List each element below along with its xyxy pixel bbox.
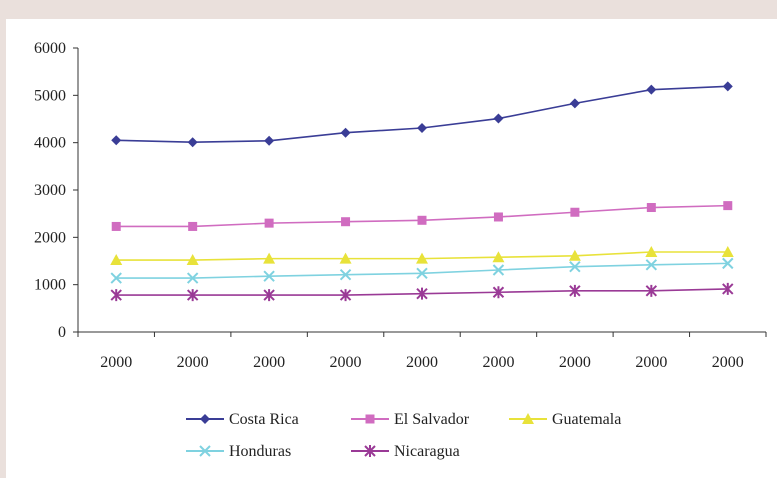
legend-item-costa-rica: Costa Rica — [186, 411, 299, 428]
data-point-nicaragua — [186, 289, 199, 302]
series-line-honduras — [116, 262, 728, 279]
x-tick-label: 2000 — [559, 354, 591, 371]
series-costa-rica — [111, 81, 733, 148]
legend-item-el-salvador: El Salvador — [351, 411, 470, 428]
legend-label: El Salvador — [394, 411, 470, 428]
data-point-costa-rica — [646, 84, 657, 95]
data-point-guatemala — [110, 254, 123, 266]
data-point-costa-rica — [569, 98, 580, 109]
data-point-costa-rica — [111, 135, 122, 146]
y-tick-label: 5000 — [34, 87, 66, 104]
data-point-guatemala — [339, 252, 352, 264]
data-point-el-salvador — [111, 221, 121, 231]
data-point-honduras — [569, 260, 581, 273]
data-point-honduras — [722, 257, 734, 270]
legend-marker — [522, 413, 534, 424]
y-tick-label: 6000 — [34, 40, 66, 57]
data-point-costa-rica — [187, 137, 198, 148]
y-tick-label: 3000 — [34, 182, 66, 199]
legend-label: Costa Rica — [229, 411, 299, 428]
data-point-el-salvador — [188, 221, 198, 231]
series-honduras — [110, 257, 734, 284]
series-el-salvador — [111, 201, 733, 231]
legend: Costa Rica El Salvador Guatemala Honduras Ni… — [186, 411, 621, 460]
x-axis-ticks: 2000 2000 2000 2000 2000 2000 2000 2000 2000 — [77, 332, 767, 371]
legend-marker — [364, 445, 376, 457]
data-point-el-salvador — [646, 203, 656, 213]
y-tick-label: 1000 — [34, 277, 66, 294]
data-point-nicaragua — [722, 282, 734, 295]
legend-label: Nicaragua — [394, 443, 460, 460]
data-point-honduras — [645, 259, 658, 271]
data-point-honduras — [416, 267, 428, 280]
data-point-el-salvador — [570, 207, 580, 217]
data-point-guatemala — [568, 249, 581, 261]
data-point-nicaragua — [569, 284, 581, 297]
data-point-nicaragua — [110, 289, 122, 302]
x-tick-label: 2000 — [330, 354, 362, 371]
data-point-guatemala — [645, 246, 658, 258]
data-point-honduras — [186, 272, 199, 284]
x-tick-label: 2000 — [635, 354, 667, 371]
data-point-nicaragua — [339, 289, 352, 302]
data-point-honduras — [339, 269, 352, 281]
data-point-el-salvador — [493, 212, 503, 222]
legend-item-guatemala: Guatemala — [509, 411, 621, 428]
data-point-el-salvador — [264, 218, 274, 228]
data-point-nicaragua — [492, 286, 505, 299]
data-point-nicaragua — [416, 287, 428, 300]
data-point-guatemala — [263, 252, 276, 264]
data-point-nicaragua — [645, 284, 658, 297]
legend-marker — [200, 414, 210, 424]
axes — [77, 48, 766, 337]
data-point-el-salvador — [417, 215, 427, 225]
legend-item-nicaragua: Nicaragua — [351, 443, 460, 460]
x-tick-label: 2000 — [712, 354, 744, 371]
legend-label: Guatemala — [552, 411, 621, 428]
data-point-guatemala — [186, 254, 199, 266]
data-point-costa-rica — [722, 81, 733, 92]
legend-item-honduras: Honduras — [186, 443, 291, 460]
data-point-guatemala — [492, 251, 505, 263]
data-point-guatemala — [721, 246, 734, 258]
y-tick-label: 2000 — [34, 229, 66, 246]
legend-marker — [199, 445, 211, 457]
data-point-nicaragua — [263, 289, 275, 302]
data-point-guatemala — [416, 252, 428, 264]
legend-label: Honduras — [229, 443, 291, 460]
data-point-honduras — [110, 272, 122, 284]
y-tick-label: 4000 — [34, 135, 66, 152]
chart-panel: 0 1000 2000 3000 4000 5000 6000 2000 2000 2000 20… — [6, 19, 777, 478]
data-point-costa-rica — [493, 113, 504, 124]
series-line-costa-rica — [116, 85, 728, 143]
x-tick-label: 2000 — [406, 354, 438, 371]
x-tick-label: 2000 — [100, 354, 132, 371]
data-point-costa-rica — [417, 122, 427, 133]
series-guatemala — [110, 246, 734, 266]
data-point-costa-rica — [340, 127, 351, 138]
series-layer — [110, 81, 734, 302]
x-tick-label: 2000 — [482, 354, 514, 371]
data-point-honduras — [263, 270, 275, 282]
y-tick-label: 0 — [58, 324, 66, 341]
data-point-el-salvador — [723, 201, 733, 211]
data-point-honduras — [492, 264, 505, 276]
x-tick-label: 2000 — [177, 354, 209, 371]
data-point-el-salvador — [341, 217, 351, 227]
data-point-costa-rica — [264, 135, 275, 146]
series-nicaragua — [110, 282, 734, 302]
legend-marker — [365, 414, 375, 424]
y-axis-ticks: 0 1000 2000 3000 4000 5000 6000 — [34, 40, 78, 341]
x-tick-label: 2000 — [253, 354, 285, 371]
